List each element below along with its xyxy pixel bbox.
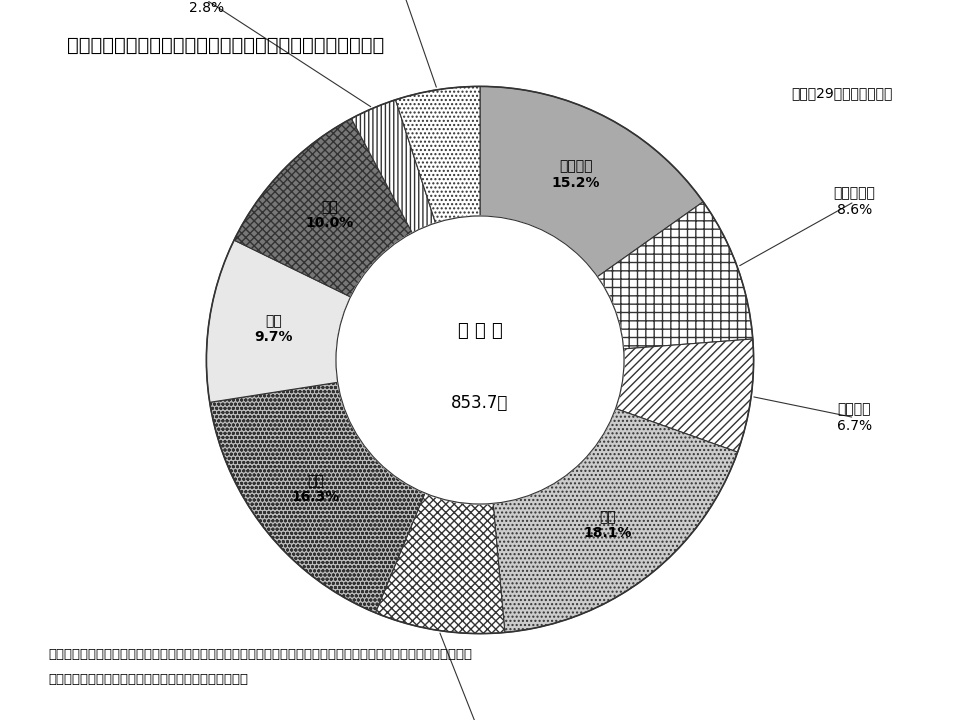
Text: 注：１）「その他の行為」は、「リハビリテーション」「精神科専門療法」「麻酔」「放射線治療」「病理診断」及び: 注：１）「その他の行為」は、「リハビリテーション」「精神科専門療法」「麻酔」「放… [48,648,472,661]
Wedge shape [493,408,737,632]
Text: 注射
9.7%: 注射 9.7% [254,314,293,344]
Text: 初・再診
15.2%: 初・再診 15.2% [552,159,600,189]
Text: 853.7点: 853.7点 [451,395,509,412]
Wedge shape [351,100,436,233]
Text: 処置
10.0%: 処置 10.0% [305,200,354,230]
Text: 医学管理等
8.6%: 医学管理等 8.6% [833,186,876,217]
Text: 「入院料等（短期滞在手術等基本料１）」である。: 「入院料等（短期滞在手術等基本料１）」である。 [48,673,248,686]
Text: 図２　診療行為別にみた入院外の１日当たり点数の構成割合: 図２ 診療行為別にみた入院外の１日当たり点数の構成割合 [67,36,384,55]
Text: 入 院 外: 入 院 外 [458,323,502,341]
Wedge shape [396,86,480,223]
Text: 投薬
16.3%: 投薬 16.3% [292,474,340,504]
Wedge shape [234,119,412,297]
Wedge shape [615,339,754,452]
Wedge shape [480,86,703,276]
Wedge shape [209,382,425,613]
Text: 手術
2.8%: 手術 2.8% [189,0,224,15]
Text: （平成29年６月審査分）: （平成29年６月審査分） [791,86,893,100]
Wedge shape [375,493,505,634]
Text: 検査
18.1%: 検査 18.1% [584,510,632,540]
Circle shape [336,216,624,504]
Wedge shape [597,202,753,349]
Text: 在宅医療
6.7%: 在宅医療 6.7% [837,402,872,433]
Wedge shape [206,240,350,402]
